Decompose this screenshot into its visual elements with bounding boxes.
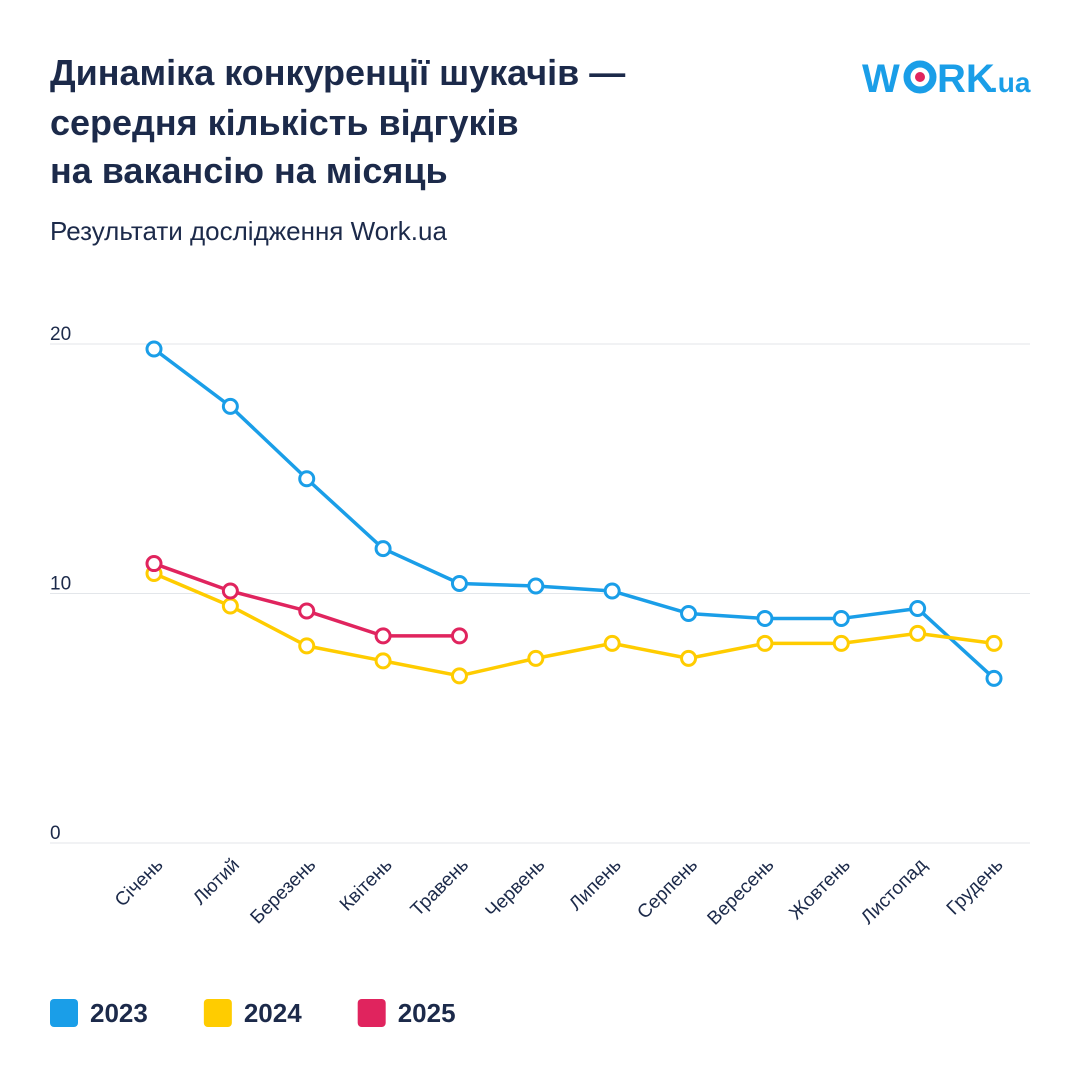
y-tick-label: 0 bbox=[50, 823, 61, 844]
x-tick-label: Червень bbox=[482, 855, 550, 923]
chart-title: на вакансію на місяць bbox=[50, 150, 448, 191]
point bbox=[603, 582, 621, 600]
logo-ring bbox=[903, 60, 937, 94]
logo: W RK .ua bbox=[862, 57, 1031, 101]
logo-text: W bbox=[862, 57, 900, 101]
point bbox=[221, 597, 239, 615]
x-tick-label: Серпень bbox=[633, 855, 702, 924]
point bbox=[221, 582, 239, 600]
x-tick-label: Грудень bbox=[943, 855, 1008, 920]
y-tick-label: 10 bbox=[50, 574, 71, 595]
x-tick-label: Травень bbox=[407, 855, 473, 921]
point bbox=[832, 609, 850, 627]
point bbox=[221, 397, 239, 415]
legend-label: 2024 bbox=[244, 998, 302, 1028]
point bbox=[985, 634, 1003, 652]
point bbox=[909, 624, 927, 642]
point bbox=[374, 540, 392, 558]
point bbox=[145, 340, 163, 358]
point bbox=[145, 555, 163, 573]
point bbox=[450, 575, 468, 593]
point bbox=[450, 627, 468, 645]
x-tick-label: Січень bbox=[111, 855, 167, 911]
y-tick-label: 20 bbox=[50, 324, 71, 345]
x-tick-label: Вересень bbox=[704, 855, 779, 930]
point bbox=[298, 637, 316, 655]
x-tick-label: Квітень bbox=[336, 855, 397, 916]
point bbox=[909, 599, 927, 617]
point bbox=[374, 627, 392, 645]
x-tick-label: Липень bbox=[565, 855, 625, 915]
point bbox=[832, 634, 850, 652]
x-tick-label: Жовтень bbox=[785, 855, 854, 924]
logo-text: RK bbox=[937, 57, 995, 101]
x-tick-label: Березень bbox=[247, 855, 321, 929]
logo-text: .ua bbox=[990, 67, 1031, 98]
point bbox=[374, 652, 392, 670]
point bbox=[527, 577, 545, 595]
point bbox=[985, 669, 1003, 687]
point bbox=[298, 470, 316, 488]
point bbox=[680, 604, 698, 622]
point bbox=[603, 634, 621, 652]
legend-label: 2023 bbox=[90, 998, 148, 1028]
chart-title: Динаміка конкуренції шукачів — bbox=[50, 52, 625, 93]
point bbox=[298, 602, 316, 620]
legend-swatch bbox=[50, 999, 78, 1027]
point bbox=[527, 649, 545, 667]
legend-swatch bbox=[357, 999, 386, 1027]
logo-dot bbox=[915, 72, 925, 82]
point bbox=[756, 634, 774, 652]
x-tick-label: Листопад bbox=[857, 855, 931, 929]
series-line bbox=[152, 347, 996, 680]
x-tick-label: Лютий bbox=[189, 855, 244, 910]
series-line bbox=[153, 571, 995, 678]
legend-label: 2025 bbox=[398, 998, 456, 1028]
point bbox=[756, 609, 774, 627]
point bbox=[450, 667, 468, 685]
point bbox=[680, 649, 698, 667]
subtitle: Результати дослідження Work.ua bbox=[50, 216, 447, 246]
legend-swatch bbox=[203, 999, 232, 1027]
series-line bbox=[153, 561, 460, 638]
chart-title: середня кількість відгуків bbox=[50, 102, 519, 143]
